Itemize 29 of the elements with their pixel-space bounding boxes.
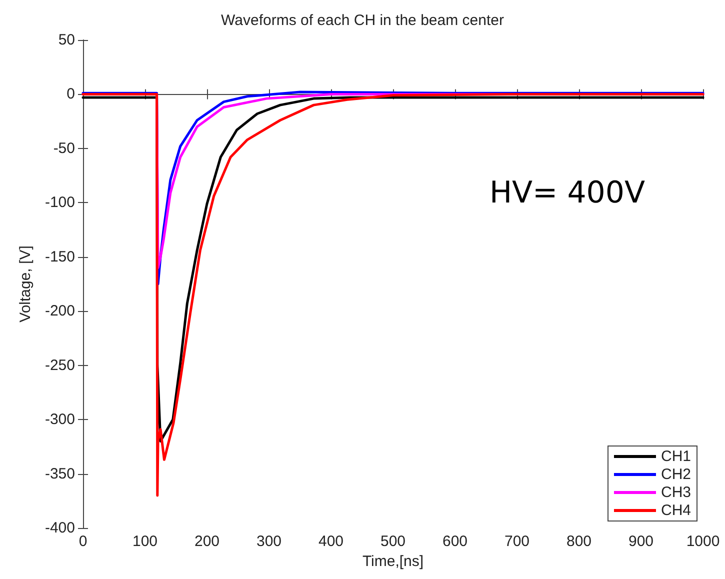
- legend-label: CH1: [660, 448, 692, 465]
- y-tick-label: -50: [53, 140, 75, 157]
- y-tick-label: 50: [58, 32, 75, 48]
- x-tick-label: 600: [442, 533, 468, 550]
- y-tick-label: -200: [44, 302, 75, 320]
- x-tick-label: 200: [194, 533, 220, 550]
- x-tick-label: 1000: [686, 533, 720, 550]
- x-tick-label: 900: [628, 533, 654, 550]
- y-tick-label: -100: [44, 194, 75, 212]
- x-tick-label: 700: [504, 533, 530, 550]
- y-tick-label: -300: [44, 411, 75, 428]
- legend-label: CH4: [660, 502, 692, 519]
- y-tick-label: -350: [44, 465, 75, 482]
- legend-label: CH2: [660, 466, 692, 483]
- y-tick-label: -150: [44, 248, 75, 266]
- x-tick-label: 400: [318, 533, 344, 550]
- x-tick-label: 500: [380, 533, 406, 550]
- x-axis-title: Time,[ns]: [362, 552, 424, 570]
- y-tick-label: 0: [66, 86, 75, 103]
- x-tick-label: 100: [132, 533, 158, 550]
- y-tick-label: -400: [44, 520, 75, 536]
- y-axis-title: Voltage, [V]: [17, 246, 34, 322]
- x-tick-label: 300: [256, 533, 282, 550]
- y-tick-label: -250: [44, 356, 75, 374]
- x-tick-label: 800: [566, 533, 592, 550]
- annotation: HV= 400V: [489, 176, 646, 210]
- legend-label: CH3: [660, 484, 692, 501]
- chart-title: Waveforms of each CH in the beam center: [221, 12, 504, 29]
- x-tick-label: 0: [78, 533, 88, 550]
